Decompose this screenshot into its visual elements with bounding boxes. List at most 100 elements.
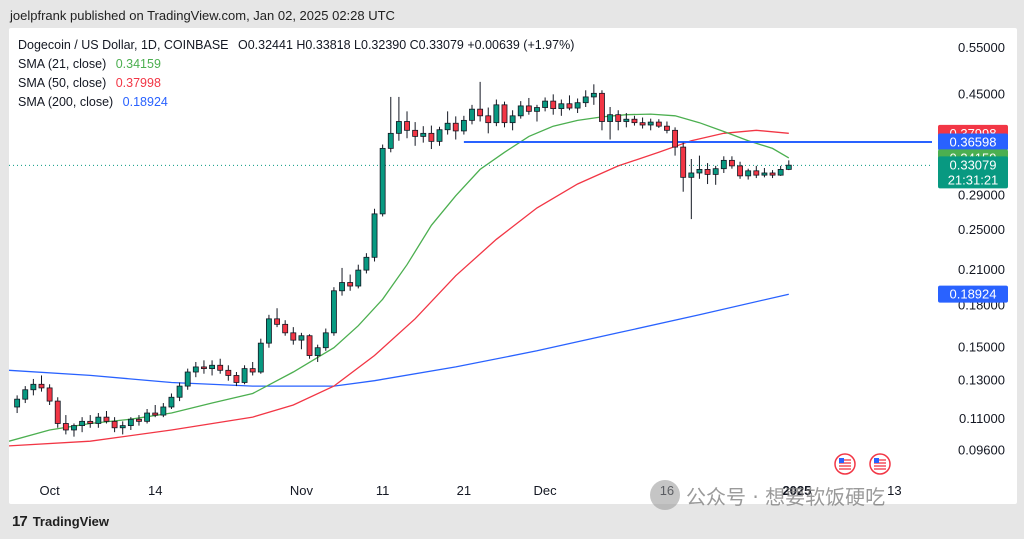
candle-body	[680, 146, 687, 178]
candle-body	[558, 103, 565, 110]
candle-body	[379, 147, 386, 215]
candle-body	[655, 121, 662, 127]
candle-body	[152, 412, 159, 416]
candlestick-chart[interactable]: 0.550000.450000.370000.290000.250000.210…	[9, 28, 1017, 504]
y-tick-label: 0.13000	[958, 373, 1005, 388]
candle-body	[38, 383, 45, 389]
legend-sma50-row[interactable]: SMA (50, close) 0.37998	[18, 74, 574, 93]
candle-body	[22, 389, 29, 400]
price-tag	[938, 133, 1008, 151]
candle-body	[71, 425, 77, 431]
candle-body	[517, 105, 524, 117]
candle-body	[290, 332, 297, 341]
candle-body	[30, 383, 37, 391]
candle-body	[87, 420, 94, 424]
candle-body	[574, 102, 581, 109]
sma200-line	[9, 293, 789, 387]
candle-body	[54, 400, 61, 424]
chart-frame[interactable]	[9, 28, 1017, 504]
sma50-line	[9, 129, 789, 447]
y-tick-label: 0.21000	[958, 262, 1005, 277]
candle-body	[696, 168, 703, 174]
candle-body	[534, 107, 540, 112]
candle-body	[460, 119, 467, 132]
candle-body	[371, 213, 378, 258]
y-tick-label: 0.15000	[958, 340, 1005, 355]
candle-body	[428, 132, 435, 142]
candle-body	[477, 108, 484, 117]
x-tick-label: Dec	[534, 483, 558, 498]
candle-body	[363, 256, 370, 271]
wechat-watermark: 公众号 · 想要软饭硬吃	[650, 480, 885, 510]
candle-body	[469, 108, 475, 121]
candle-body	[712, 168, 719, 175]
candle-body	[136, 418, 142, 422]
candle-body	[672, 129, 678, 148]
candle-body	[355, 269, 362, 287]
candle-body	[257, 342, 264, 373]
candle-body	[201, 366, 207, 370]
candle-body	[387, 132, 394, 149]
candle-body	[266, 318, 272, 344]
candle-body	[582, 96, 589, 104]
candle-body	[688, 172, 695, 178]
candle-body	[720, 159, 727, 170]
candle-body	[144, 412, 151, 422]
candle-body	[241, 368, 248, 383]
candle-body	[160, 406, 167, 416]
candle-body	[452, 122, 459, 132]
candle-body	[274, 318, 280, 325]
tradingview-logo-icon: 17	[12, 513, 28, 530]
legend-sma21-label: SMA (21, close)	[18, 57, 107, 71]
candle-body	[509, 115, 516, 124]
candle-body	[119, 425, 126, 429]
candle-body	[339, 282, 345, 292]
candle-body	[306, 335, 313, 356]
candle-body	[769, 172, 776, 176]
candle-body	[664, 125, 670, 131]
candle-body	[176, 385, 183, 398]
candle-body	[14, 398, 21, 408]
price-tag	[938, 285, 1008, 303]
candle-body	[777, 168, 784, 176]
legend-sma50-label: SMA (50, close)	[18, 76, 107, 90]
y-tick-label: 0.45000	[958, 86, 1005, 101]
candle-body	[404, 121, 410, 131]
candle-body	[444, 122, 451, 131]
candle-body	[62, 423, 69, 431]
candle-body	[314, 347, 321, 356]
y-tick-label: 0.11000	[959, 411, 1005, 426]
candle-body	[631, 118, 638, 124]
published-caption: joelpfrank published on TradingView.com,…	[10, 8, 395, 23]
tradingview-brand-label: TradingView	[32, 514, 110, 529]
candle-body	[607, 114, 614, 122]
legend-sma200-row[interactable]: SMA (200, close) 0.18924	[18, 93, 574, 112]
x-tick-label: 2025	[782, 483, 811, 498]
x-tick-label: 14	[148, 483, 162, 498]
chart-legend: Dogecoin / US Dollar, 1D, COINBASE O0.32…	[18, 36, 574, 112]
candle-body	[233, 375, 240, 383]
candle-body	[111, 420, 118, 429]
price-tag-label: 0.33079	[950, 157, 997, 172]
candle-body	[639, 122, 646, 126]
candle-body	[46, 387, 53, 402]
candle-body	[729, 159, 735, 167]
x-tick-label: 21	[457, 483, 471, 498]
candle-body	[566, 103, 573, 109]
candle-body	[501, 104, 508, 124]
legend-symbol: Dogecoin / US Dollar, 1D, COINBASE	[18, 38, 229, 52]
candle-body	[95, 416, 102, 424]
candle-body	[761, 172, 768, 176]
legend-sma21-row[interactable]: SMA (21, close) 0.34159	[18, 55, 574, 74]
candle-body	[737, 165, 743, 177]
candle-body	[590, 92, 597, 98]
watermark-text: 公众号 · 想要软饭硬吃	[686, 484, 886, 509]
candle-body	[436, 129, 443, 142]
candle-body	[330, 290, 337, 334]
candle-body	[753, 170, 760, 176]
candle-body	[745, 170, 752, 177]
x-tick-label: 13	[887, 483, 901, 498]
candle-body	[615, 114, 622, 122]
candle-body	[298, 335, 305, 341]
tradingview-brand: 17 TradingView	[12, 513, 109, 530]
